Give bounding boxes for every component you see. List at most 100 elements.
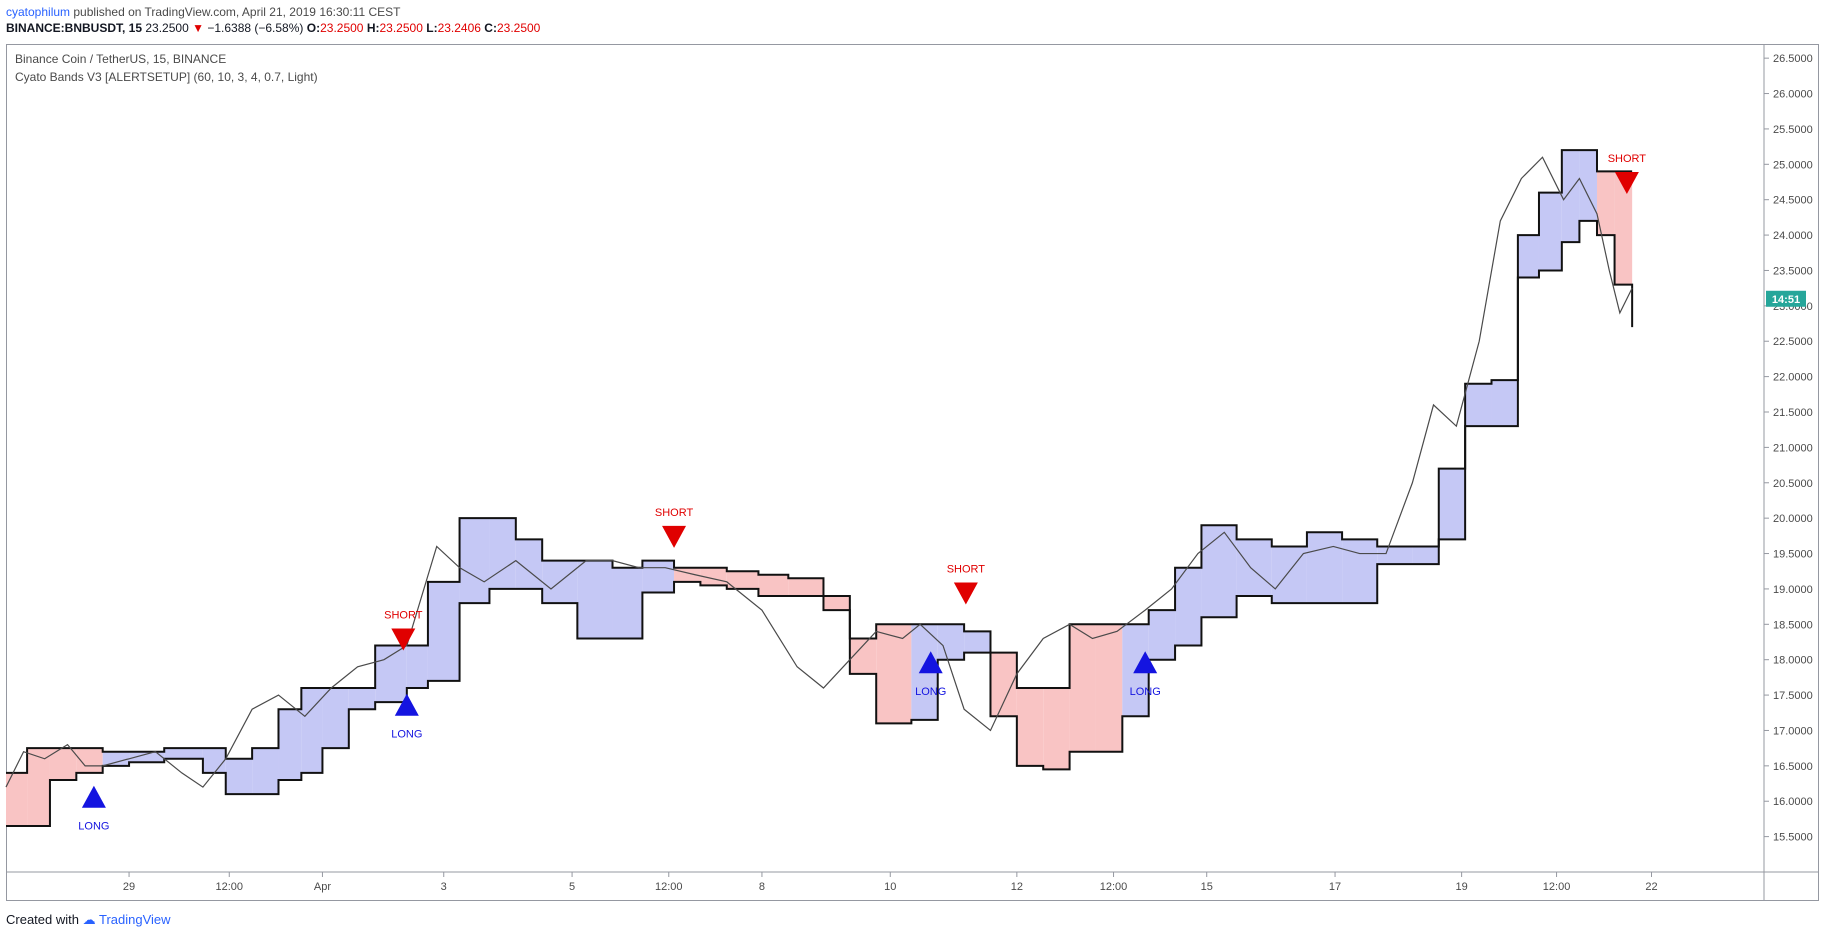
band-fill-segment [1538,192,1562,271]
price-series-line [5,156,1633,788]
lower-band-line [6,219,1634,827]
y-tick-label: 16.5000 [1773,761,1813,773]
band-fill-segment [758,574,789,596]
band-fill-segment [1596,171,1615,236]
band-fill-segment [1069,624,1096,752]
low-value: 23.2406 [437,21,481,35]
x-tick-label: 12:00 [1543,881,1571,893]
y-tick-label: 18.5000 [1773,619,1813,631]
x-tick-label: 29 [123,881,135,893]
band-fill-segment [964,631,991,653]
band-fill-segment [322,688,349,749]
short-signal-label: SHORT [384,609,423,621]
short-signal-triangle [662,525,687,548]
x-tick-label: 10 [884,881,896,893]
band-fill-segment [6,772,28,826]
x-tick-label: 17 [1329,881,1341,893]
y-tick-label: 19.5000 [1773,549,1813,561]
x-tick-label: 8 [759,881,765,893]
band-fill-segment [990,652,1017,717]
band-fill-segment [348,688,376,710]
short-signal-triangle [1614,172,1639,194]
x-tick-label: Apr [314,881,331,893]
long-signal-label: LONG [1130,686,1161,698]
tradingview-link[interactable]: TradingView [99,912,171,927]
y-tick-label: 26.0000 [1773,89,1813,101]
band-fill-segment [849,638,877,674]
band-fill-segment [278,709,302,780]
band-fill-segment [1491,380,1518,427]
low-label: L: [426,21,438,35]
band-fill-segment [1412,546,1439,565]
symbol-line: BINANCE:BNBUSDT, 15 23.2500 ▼ −1.6388 (−… [6,21,540,35]
chart-frame[interactable] [6,44,1819,901]
band-fill-segment [788,578,824,596]
open-label: O: [306,21,321,35]
band-fill-segment [202,748,226,773]
short-signal-label: SHORT [1608,153,1647,165]
y-tick-label: 20.5000 [1773,478,1813,490]
open-value: 23.2500 [320,21,364,35]
indicator-legend: Cyato Bands V3 [ALERTSETUP] (60, 10, 3, … [15,70,318,84]
short-signal-label: SHORT [947,563,986,575]
band-fill-segment [1614,171,1633,285]
y-tick-label: 20.0000 [1773,513,1813,525]
close-label: C: [484,21,497,35]
band-fill-segment [823,596,850,611]
high-value: 23.2500 [379,21,423,35]
band-fill-segment [642,560,675,593]
high-label: H: [366,21,380,35]
band-fill-segment [1465,383,1492,427]
created-with-text: Created with [6,912,79,927]
x-tick-label: 12:00 [655,881,683,893]
band-fill-segment [406,645,428,688]
y-tick-label: 15.5000 [1773,832,1813,844]
band-fill-segment [375,645,407,703]
y-tick-label: 18.0000 [1773,655,1813,667]
band-fill-segment [1342,539,1378,604]
long-signal-label: LONG [391,729,422,741]
band-fill-segment [164,748,203,759]
band-fill-segment [1561,150,1580,243]
long-signal-label: LONG [915,686,946,698]
long-signal-triangle [81,785,106,808]
band-fill-segment [129,751,165,763]
last-price: 23.2500 [145,21,189,35]
y-tick-label: 21.5000 [1773,407,1813,419]
x-tick-label: 15 [1201,881,1213,893]
tradingview-logo-icon: ☁ [82,912,96,927]
y-tick-label: 21.0000 [1773,442,1813,454]
short-signal-label: SHORT [655,507,694,519]
band-fill-segment [225,758,253,795]
band-fill-segment [76,748,103,773]
chart-legend-title: Binance Coin / TetherUS, 15, BINANCE [15,52,227,66]
band-fill-segment [252,748,279,795]
y-tick-label: 17.5000 [1773,690,1813,702]
band-fill-segment [1517,235,1539,278]
band-fill-segment [102,751,130,766]
long-signal-triangle [394,693,419,716]
y-tick-label: 25.0000 [1773,159,1813,171]
band-fill-segment [1438,468,1466,540]
y-tick-label: 25.5000 [1773,124,1813,136]
x-tick-label: 12:00 [1100,881,1128,893]
current-price-tag-label: 14:51 [1772,294,1800,306]
band-fill-segment [1043,688,1070,770]
long-signal-triangle [1133,651,1158,674]
band-fill-segment [1016,688,1044,766]
x-tick-label: 12 [1011,881,1023,893]
band-fill-segment [1236,539,1272,596]
y-tick-label: 17.0000 [1773,725,1813,737]
down-arrow-icon: ▼ [192,21,204,35]
long-signal-triangle [918,651,943,674]
band-fill-segment [726,571,759,589]
band-fill-segment [577,560,613,639]
band-fill-segment [459,518,490,604]
band-fill-segment [301,688,323,773]
symbol-name: BINANCE:BNBUSDT, 15 [6,21,143,35]
close-value: 23.2500 [496,21,541,35]
band-fill-segment [49,748,77,780]
author-link[interactable]: cyatophilum [6,5,71,19]
band-fill-segment [1377,546,1413,565]
